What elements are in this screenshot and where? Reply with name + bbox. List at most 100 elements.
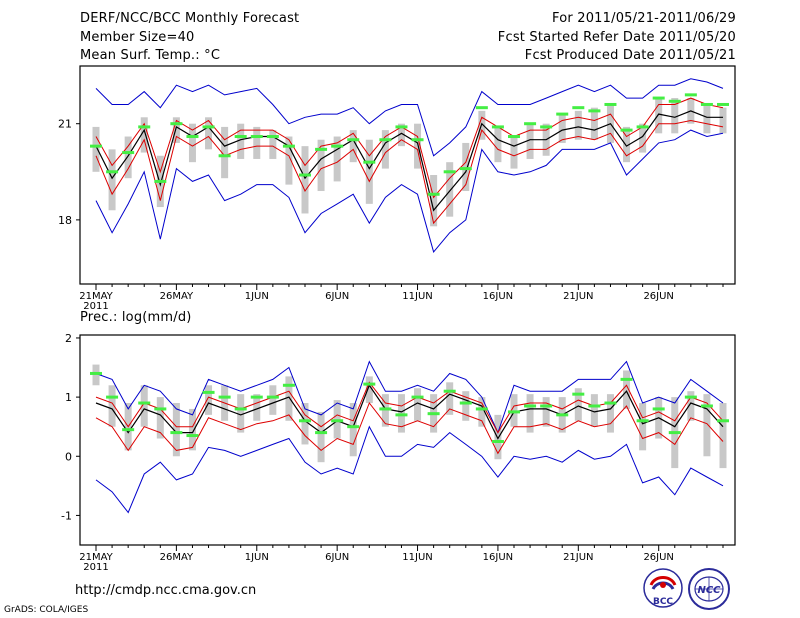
temp-y-tick-label: 18 <box>58 214 72 227</box>
temp-median-marker <box>636 125 649 129</box>
temp-spread-box <box>124 136 132 179</box>
temp-upper-line <box>95 97 724 199</box>
temp-spread-box <box>590 107 598 140</box>
prec-plot-frame <box>79 334 736 546</box>
prec-median-marker <box>588 404 601 408</box>
prec-median-marker <box>443 389 456 393</box>
temp-median-marker <box>491 125 504 129</box>
temp-median-marker <box>186 135 199 139</box>
fcst-produced-label: Fcst Produced Date 2011/05/21 <box>524 48 736 63</box>
prec-spread-box <box>606 394 614 433</box>
prec-median-marker <box>717 419 729 423</box>
prec-median-marker <box>684 395 697 399</box>
temp-spread-box <box>365 139 373 204</box>
temp-median-marker <box>588 109 601 113</box>
temp-spread-box <box>140 117 148 153</box>
prec-median-marker <box>170 431 183 435</box>
prec-median-marker <box>347 425 360 429</box>
prec-spread-box <box>301 403 309 445</box>
prec-spread-box <box>590 394 598 427</box>
temp-spread-box <box>172 117 180 143</box>
prec-x-tick-label: 21JUN <box>563 552 593 563</box>
prec-spread-box <box>687 391 695 421</box>
prec-median-marker <box>154 407 167 411</box>
temp-min-line <box>95 129 724 253</box>
prec-median-marker <box>572 392 585 396</box>
temp-x-tick-label: 26JUN <box>643 291 673 302</box>
temp-x-tick-label: 26MAY <box>160 291 194 302</box>
prec-upper-line <box>95 381 724 434</box>
temp-median-marker <box>475 106 488 110</box>
prec-median-marker <box>411 395 424 399</box>
prec-spread-box <box>703 394 711 457</box>
temp-median-marker <box>427 192 440 196</box>
prec-spread-box <box>526 394 534 433</box>
temp-median-marker <box>234 135 247 139</box>
prec-spread-box <box>639 403 647 451</box>
temp-spread-box <box>221 126 229 179</box>
prec-median-marker <box>282 383 295 387</box>
temp-spread-box <box>381 130 389 169</box>
prec-spread-box <box>237 394 245 433</box>
temp-median-marker <box>90 144 102 148</box>
temp-median-marker <box>459 167 472 171</box>
prec-median-marker <box>556 413 569 417</box>
prec-median-marker <box>652 407 665 411</box>
prec-x-tick-label: 16JUN <box>483 552 513 563</box>
prec-median-marker <box>395 413 408 417</box>
prec-spread-box <box>205 385 213 415</box>
temp-median-marker <box>282 144 295 148</box>
temp-median-marker <box>347 138 360 142</box>
prec-median-marker <box>138 401 151 405</box>
prec-x-tick-label: 6JUN <box>325 552 349 563</box>
temp-spread-box <box>108 149 116 211</box>
prec-median-marker <box>122 428 135 432</box>
prec-spread-box <box>349 403 357 457</box>
prec-year-label: 2011 <box>83 562 108 573</box>
prec-spread-box <box>269 385 277 415</box>
temp-median-marker <box>299 173 311 177</box>
prec-lower-line <box>95 401 724 455</box>
temp-median-marker <box>620 128 633 132</box>
temp-median-marker <box>652 96 665 100</box>
temp-median-marker <box>411 138 424 142</box>
prec-max-line <box>95 360 724 434</box>
prec-median-marker <box>250 395 263 399</box>
temp-spread-box <box>397 123 405 147</box>
prec-median-marker <box>315 431 328 435</box>
prec-spread-box <box>623 370 631 409</box>
temp-spread-box <box>414 123 422 169</box>
prec-median-marker <box>524 404 537 408</box>
source-url[interactable]: http://cmdp.ncc.cma.gov.cn <box>75 583 257 598</box>
temp-median-marker <box>668 99 681 103</box>
temp-mean-line <box>95 110 723 212</box>
prec-mean-line <box>95 384 724 440</box>
temp-plot-frame <box>79 65 736 285</box>
prec-median-marker <box>331 419 344 423</box>
prec-median-marker <box>218 395 231 399</box>
temp-median-marker <box>556 112 569 116</box>
temp-spread-box <box>462 142 470 192</box>
prec-median-marker <box>202 390 215 394</box>
temp-spread-box <box>655 98 663 134</box>
bcc-logo-text: BCC <box>653 597 673 607</box>
prec-x-tick-label: 26JUN <box>643 552 673 563</box>
temp-median-marker <box>508 135 520 139</box>
temp-median-marker <box>331 144 344 148</box>
temp-spread-box <box>719 107 727 134</box>
temp-spread-box <box>703 104 711 134</box>
temp-panel-title: Mean Surf. Temp.: °C <box>80 48 221 63</box>
temp-median-marker <box>122 151 135 155</box>
temp-median-marker <box>443 170 456 174</box>
temp-spread-box <box>558 114 566 143</box>
temp-x-tick-label: 1JUN <box>245 291 269 302</box>
temp-x-tick-label: 6JUN <box>325 291 349 302</box>
prec-spread-box <box>172 403 180 457</box>
temp-spread-box <box>623 126 631 163</box>
temp-median-marker <box>540 125 553 129</box>
temp-spread-box <box>269 130 277 159</box>
temp-lower-line <box>95 119 724 225</box>
prec-spread-box <box>542 397 550 427</box>
